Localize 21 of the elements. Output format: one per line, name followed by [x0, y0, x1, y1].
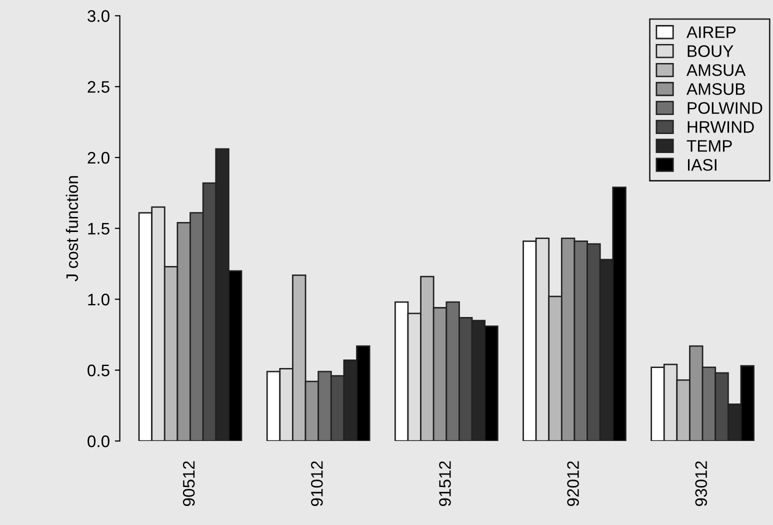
legend-label: POLWIND [688, 102, 762, 114]
y-tick-label: 3.0 [88, 10, 110, 22]
x-tick-label: 91512 [439, 461, 451, 506]
y-tick-label: 1.5 [88, 222, 110, 235]
y-tick-label: 0.5 [88, 364, 110, 376]
legend-label: AMSUA [686, 64, 746, 76]
y-tick-label: 2.0 [88, 152, 110, 164]
y-axis-title: J cost function [66, 176, 78, 282]
y-tick-label: 2.5 [88, 81, 110, 93]
x-tick-label: 90512 [182, 461, 195, 506]
x-tick-label: 93012 [695, 461, 708, 506]
legend-label: HRWIND [688, 121, 754, 133]
x-tick-label: 92012 [567, 461, 579, 506]
legend-label: AIREP [686, 26, 736, 38]
y-tick-label: 1.0 [88, 294, 110, 306]
legend-label: IASI [688, 158, 716, 171]
legend-label: BOUY [688, 45, 734, 58]
legend-label: TEMP [686, 140, 732, 152]
x-tick-label: 91012 [311, 461, 323, 506]
legend-label: AMSUB [686, 83, 745, 95]
y-tick-label: 0.0 [88, 435, 110, 448]
